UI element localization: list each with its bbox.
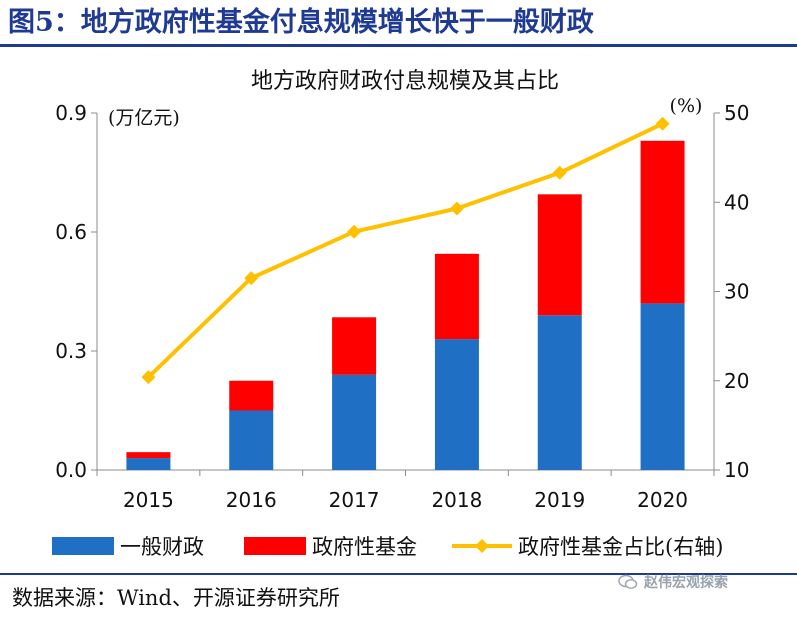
left-tick-label: 0.0 [55, 458, 87, 482]
x-tick-label: 2016 [226, 488, 277, 512]
watermark: 赵伟宏观探索 [618, 572, 788, 596]
ratio-point [141, 370, 156, 385]
bottom-rule [0, 573, 797, 575]
ratio-point [552, 165, 567, 180]
x-tick-label: 2020 [637, 488, 688, 512]
bar-gov-fund [126, 452, 171, 459]
right-tick-label: 30 [724, 280, 749, 304]
bar-gov-fund [332, 317, 377, 375]
x-tick-label: 2015 [123, 488, 174, 512]
chart-title: 地方政府财政付息规模及其占比 [251, 69, 559, 94]
bar-general-budget [332, 374, 377, 470]
ratio-point [347, 224, 362, 239]
right-tick-label: 50 [724, 101, 749, 125]
right-tick-label: 10 [724, 458, 749, 482]
x-tick-label: 2017 [329, 488, 380, 512]
bar-general-budget [126, 458, 171, 470]
bar-gov-fund [434, 253, 479, 340]
bar-general-budget [229, 410, 274, 470]
x-tick-label: 2019 [534, 488, 585, 512]
left-tick-label: 0.6 [55, 220, 87, 244]
ratio-point [655, 116, 670, 131]
left-tick-label: 0.9 [55, 101, 87, 125]
right-tick-label: 40 [724, 190, 749, 214]
ratio-point [244, 271, 259, 286]
right-axis-unit: (%) [670, 95, 703, 117]
bar-gov-fund [537, 194, 582, 316]
chart: 地方政府财政付息规模及其占比 (万亿元) (%) 0.0 0.3 0.6 0.9 10 2… [52, 69, 749, 559]
legend-label-ratio: 政府性基金占比(右轴) [518, 535, 723, 559]
legend-label-general-budget: 一般财政 [120, 535, 204, 559]
legend-swatch-ratio-marker [475, 539, 489, 553]
wechat-icon [618, 574, 638, 589]
bar-general-budget [434, 339, 479, 470]
figure-title: 图5：地方政府性基金付息规模增长快于一般财政 [8, 7, 594, 38]
x-tick-label: 2018 [431, 488, 482, 512]
bar-general-budget [537, 315, 582, 470]
left-tick-label: 0.3 [55, 339, 87, 363]
right-tick-label: 20 [724, 369, 749, 393]
bar-general-budget [640, 303, 685, 470]
bar-gov-fund [640, 140, 685, 304]
legend-label-gov-fund: 政府性基金 [312, 535, 417, 559]
title-rule [0, 44, 797, 47]
source-note: 数据来源：Wind、开源证券研究所 [12, 586, 340, 610]
ratio-line [147, 121, 664, 379]
legend-swatch-general-budget [52, 537, 114, 555]
bar-gov-fund [229, 380, 274, 411]
left-axis-unit: (万亿元) [108, 107, 180, 129]
ratio-point [449, 201, 464, 216]
watermark-text: 赵伟宏观探索 [644, 575, 728, 591]
legend-swatch-gov-fund [244, 537, 306, 555]
